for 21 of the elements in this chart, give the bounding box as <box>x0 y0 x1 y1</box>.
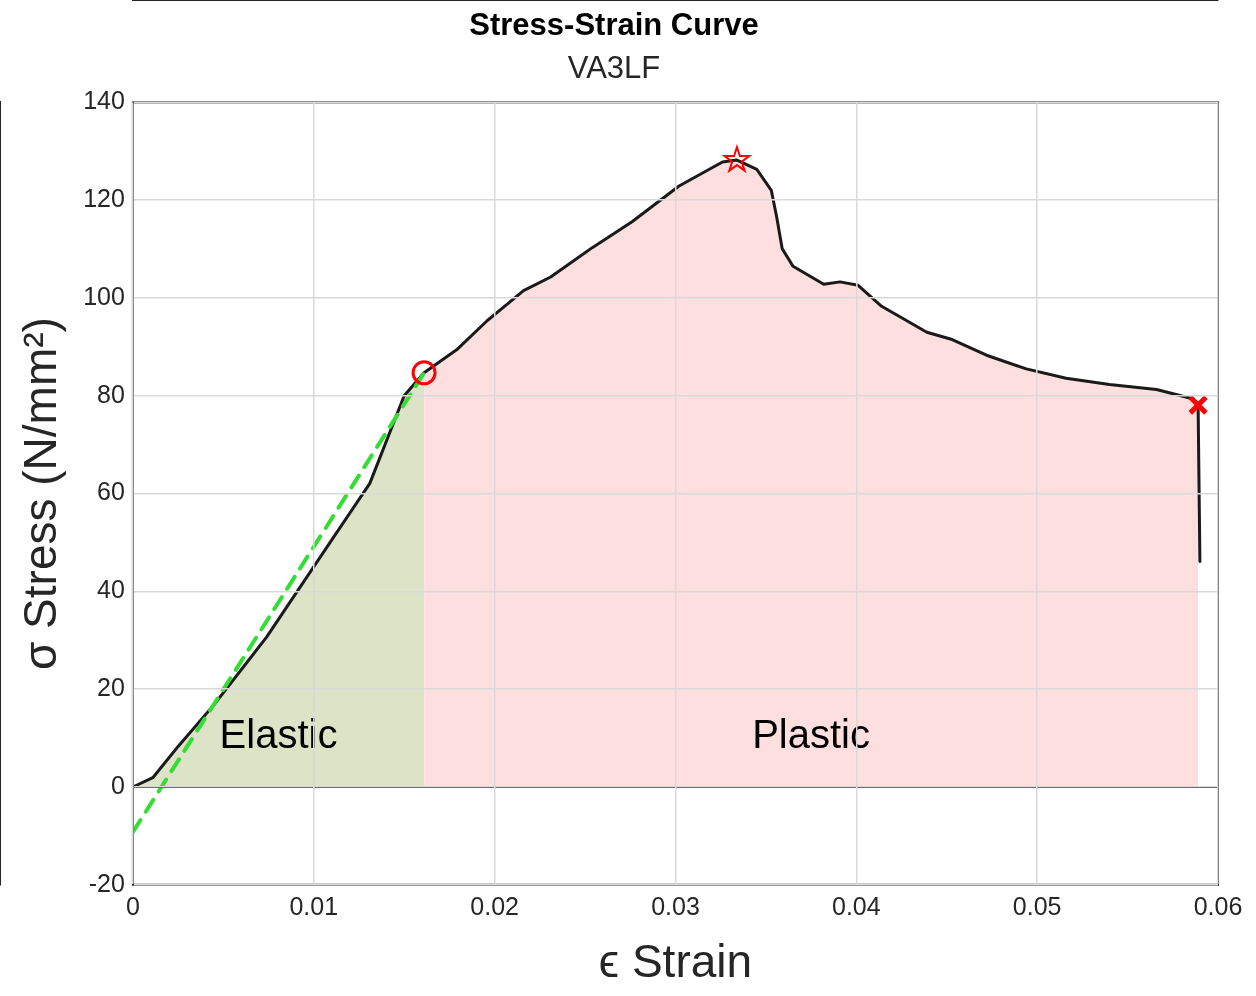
chart-title: Stress-Strain Curve <box>469 7 759 43</box>
x-tick-label: 0.06 <box>1193 891 1243 920</box>
x-tick-label: 0.04 <box>831 891 881 920</box>
y-tick-label: 80 <box>97 379 125 408</box>
y-tick-label: 100 <box>83 281 125 310</box>
y-tick-label: 40 <box>97 575 125 604</box>
y-tick-label: 0 <box>111 770 125 799</box>
y-tick-label: 60 <box>97 477 125 506</box>
y-tick-label: 140 <box>83 86 125 115</box>
x-axis-title: ϵ Strain <box>598 935 753 988</box>
y-tick-label: 120 <box>83 184 125 213</box>
x-tick-label: 0.05 <box>1012 891 1062 920</box>
x-tick-label: 0.01 <box>289 891 339 920</box>
x-tick-label: 0.02 <box>470 891 519 920</box>
y-tick-label: -20 <box>88 868 125 897</box>
chart-subtitle: VA3LF <box>567 50 661 86</box>
y-tick-label: 20 <box>97 673 125 702</box>
annotation: Elastic <box>219 712 338 757</box>
annotation: Plastic <box>752 712 870 757</box>
y-axis-title: σ Stress (N/mm²) <box>14 317 67 671</box>
x-tick-label: 0.03 <box>651 891 700 920</box>
